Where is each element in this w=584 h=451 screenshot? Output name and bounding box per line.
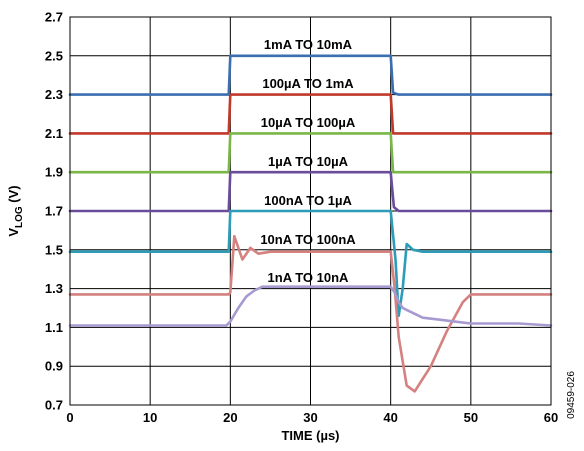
x-tick-label: 60 [544,410,558,425]
y-tick-label: 1.9 [45,165,63,180]
series-line [68,170,553,213]
x-tick-label: 30 [303,410,317,425]
series-line [68,54,553,96]
x-tick-label: 10 [143,410,157,425]
y-tick-label: 1.7 [45,204,63,219]
series-annotation: 10nA TO 100nA [260,232,356,247]
y-tick-label: 0.9 [45,359,63,374]
figure-id: 09459-026 [566,371,577,419]
series-line [68,234,553,393]
plot-frame [69,16,552,406]
annotations: 1mA TO 10mA 100µA TO 1mA 10µA TO 100µA 1µA … [260,37,356,285]
series-line [68,209,553,318]
y-tick-label: 1.1 [45,320,63,335]
y-tick-label: 2.3 [45,87,63,102]
y-tick-label: 2.7 [45,10,63,25]
x-tick-label: 40 [383,410,397,425]
series-annotation: 1nA TO 10nA [268,270,350,285]
y-axis-label: VLOG (V) [6,185,25,236]
series-line [68,93,553,135]
series-line [68,132,553,174]
y-tick-label: 2.1 [45,126,63,141]
y-axis-label-main: V [6,228,21,237]
series-annotation: 100µA TO 1mA [262,76,354,91]
y-tick-label: 2.5 [45,48,63,63]
series-annotation: 1µA TO 10µA [268,154,349,169]
y-axis-label-subscript: LOG [14,206,25,228]
x-tick-label: 20 [223,410,237,425]
y-axis-label-unit: (V) [6,185,21,206]
series-line [68,285,553,327]
series-layer [68,54,553,393]
y-tick-label: 1.3 [45,281,63,296]
series-annotation: 10µA TO 100µA [261,115,356,130]
series-annotation: 100nA TO 1µA [264,193,352,208]
y-tick-label: 1.5 [45,242,63,257]
x-axis-label: TIME (µs) [281,428,339,443]
y-tick-label: 0.7 [45,398,63,413]
x-tick-label: 50 [464,410,478,425]
tick-labels: 0 10 20 30 40 50 60 0.7 0.9 1.1 1.3 1.5 1.7 1.9 2.1 2.3… [45,10,558,426]
x-tick-label: 0 [66,410,73,425]
series-annotation: 1mA TO 10mA [264,37,353,52]
